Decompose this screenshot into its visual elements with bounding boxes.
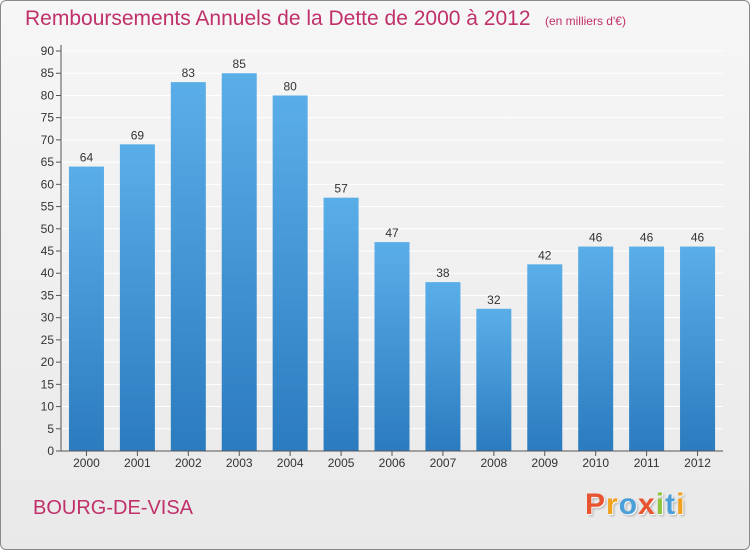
logo-letter: P [585,488,607,521]
y-tick-label: 55 [41,200,55,214]
x-tick-label: 2010 [582,456,609,470]
chart-title-block: Remboursements Annuels de la Dette de 20… [25,7,626,31]
logo-letter: o [618,488,639,521]
bar [629,246,665,451]
data-label: 69 [131,128,145,142]
y-tick-label: 15 [41,377,55,391]
y-tick-label: 40 [41,266,55,280]
bars [68,73,716,452]
data-label: 32 [487,293,501,307]
x-tick-label: 2001 [124,456,151,470]
bar [68,166,104,452]
y-tick-label: 30 [41,311,55,325]
data-label: 80 [283,79,297,93]
y-tick-label: 75 [41,111,55,125]
x-tick-label: 2003 [226,456,253,470]
logo-letter: x [638,488,656,521]
data-label: 85 [233,57,247,71]
y-tick-label: 35 [41,288,55,302]
bar [476,308,512,451]
x-tick-label: 2005 [328,456,355,470]
y-tick-label: 0 [47,444,54,458]
logo-letter: i [676,488,686,521]
y-tick-label: 90 [41,44,55,58]
x-tick-label: 2000 [73,456,100,470]
y-tick-label: 5 [47,422,54,436]
x-tick-label: 2004 [277,456,304,470]
bar [578,246,614,451]
data-label: 38 [436,266,450,280]
bar [680,246,716,451]
data-label: 64 [80,151,94,165]
x-tick-label: 2002 [175,456,202,470]
x-tick-label: 2006 [379,456,406,470]
y-tick-label: 60 [41,177,55,191]
bar [425,282,461,451]
data-label: 57 [334,182,348,196]
labels: 0 5 10 15 20 25 30 35 40 45 50 55 60 65 70 75 80 85 90 64 20… [41,44,712,470]
bar [272,95,308,451]
x-tick-label: 2007 [430,456,457,470]
data-label: 47 [385,226,399,240]
y-tick-label: 85 [41,66,55,80]
y-tick-label: 70 [41,133,55,147]
chart-title: Remboursements Annuels de la Dette de 20… [25,7,531,30]
data-label: 83 [182,66,196,80]
bar [323,197,359,451]
data-label: 42 [538,248,552,262]
data-label: 46 [589,231,603,245]
logo-letter: i [655,488,666,521]
y-tick-label: 65 [41,155,55,169]
x-tick-label: 2009 [531,456,558,470]
y-tick-label: 10 [41,400,55,414]
y-tick-label: 20 [41,355,55,369]
proxiti-logo: Proxiti [585,488,685,522]
y-tick-label: 25 [41,333,55,347]
data-label: 46 [691,231,705,245]
axes [56,45,723,456]
x-tick-label: 2012 [684,456,711,470]
bar [374,242,410,451]
data-label: 46 [640,231,654,245]
bar [221,73,257,451]
chart-unit: (en milliers d'€) [544,14,626,28]
commune-name: BOURG-DE-VISA [33,497,194,519]
x-tick-label: 2008 [480,456,507,470]
y-tick-label: 45 [41,244,55,258]
bar [119,144,155,452]
y-tick-label: 50 [41,222,55,236]
logo-letter: r [606,488,619,521]
bar [527,264,563,451]
y-tick-label: 80 [41,88,55,102]
bar [170,82,206,451]
x-tick-label: 2011 [634,456,660,470]
logo-letter: t [665,488,677,521]
